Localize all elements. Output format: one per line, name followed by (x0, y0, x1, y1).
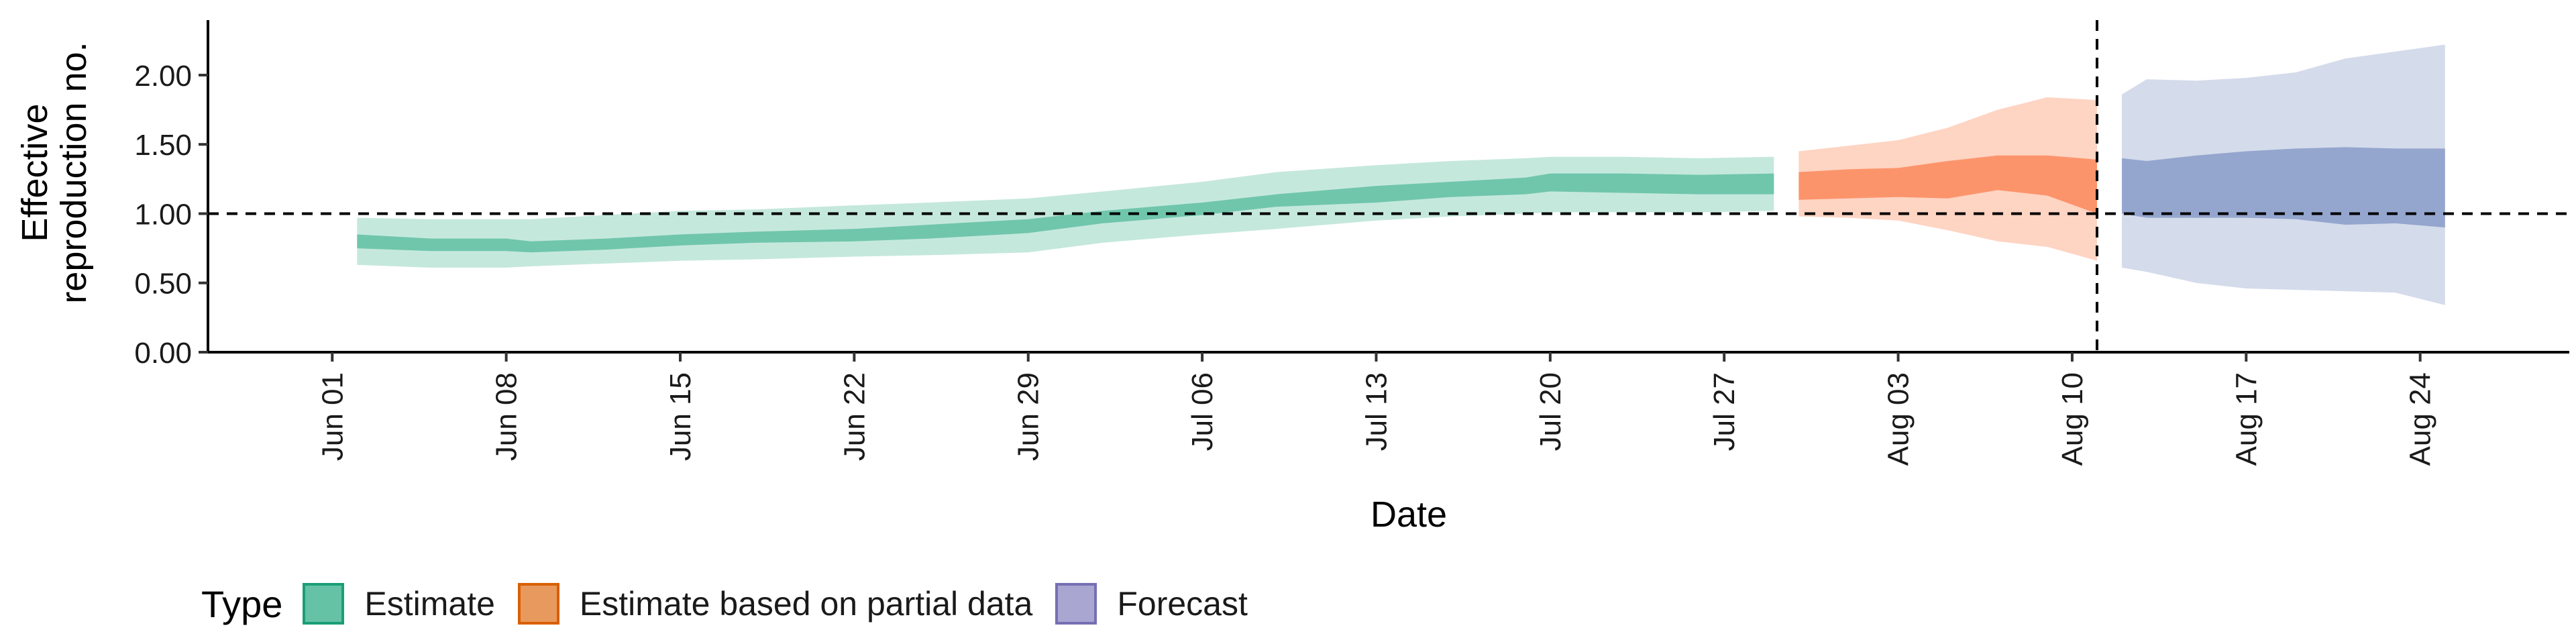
band-inner-partial (1799, 155, 2097, 214)
y-axis-title-line: reproduction no. (54, 42, 94, 303)
legend-item-partial: Estimate based on partial data (517, 583, 1033, 625)
x-tick-label: Jun 29 (1012, 372, 1045, 461)
y-axis-title-line: Effective (15, 103, 55, 241)
x-tick-label: Aug 03 (1882, 372, 1915, 466)
band-inner-estimate (357, 173, 1774, 253)
plot-area (208, 20, 2569, 352)
x-axis-title: Date (1371, 494, 1447, 535)
band-inner-forecast (2122, 147, 2445, 228)
x-tick-label: Jun 08 (490, 372, 523, 461)
x-tick-label: Jun 15 (664, 372, 697, 461)
x-tick-label: Aug 24 (2404, 372, 2437, 466)
x-tick-label: Jun 01 (316, 372, 349, 461)
x-tick-label: Jul 20 (1534, 372, 1567, 451)
legend-item-forecast: Forecast (1055, 583, 1248, 625)
y-tick-label: 0.00 (134, 337, 192, 370)
y-tick-label: 2.00 (134, 60, 192, 93)
x-tick-label: Aug 10 (2056, 372, 2089, 466)
x-tick-label: Aug 17 (2230, 372, 2263, 466)
legend-label-estimate: Estimate (364, 585, 495, 623)
x-tick-label: Jun 22 (838, 372, 871, 461)
legend-key-forecast (1055, 583, 1097, 625)
x-tick-label: Jul 27 (1708, 372, 1741, 451)
y-tick-label: 0.50 (134, 268, 192, 301)
legend-title: Type (201, 582, 283, 625)
legend-item-estimate: Estimate (303, 583, 495, 625)
y-tick-label: 1.00 (134, 198, 192, 231)
y-tick-label: 1.50 (134, 129, 192, 162)
x-tick-label: Jul 13 (1360, 372, 1393, 451)
x-tick-label: Jul 06 (1186, 372, 1219, 451)
legend-label-partial: Estimate based on partial data (579, 585, 1033, 623)
legend-key-partial (517, 583, 559, 625)
legend-key-estimate (303, 583, 345, 625)
y-axis-title: Effectivereproduction no. (15, 42, 94, 303)
axes: 0.00 0.50 1.00 1.50 2.00 Jun 01 Jun 08 Jun 15 Ju… (15, 20, 2569, 535)
legend: Type Estimate Estimate based on partial … (201, 574, 1271, 634)
legend-label-forecast: Forecast (1117, 585, 1248, 623)
chart: 0.00 0.50 1.00 1.50 2.00 Jun 01 Jun 08 Jun 15 Ju… (15, 20, 2569, 535)
